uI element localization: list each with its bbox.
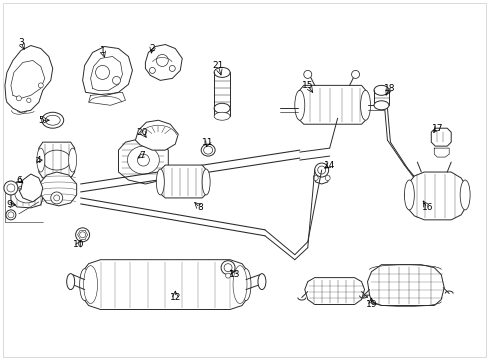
- Polygon shape: [404, 172, 466, 220]
- Text: 1: 1: [100, 46, 105, 55]
- Polygon shape: [158, 165, 208, 198]
- Circle shape: [156, 54, 168, 67]
- Circle shape: [76, 228, 89, 242]
- Text: 13: 13: [229, 270, 240, 279]
- Polygon shape: [304, 278, 364, 305]
- Text: 9: 9: [6, 201, 12, 210]
- Text: 6: 6: [16, 176, 21, 185]
- Ellipse shape: [459, 180, 469, 210]
- Ellipse shape: [66, 274, 75, 289]
- Text: 15: 15: [302, 81, 313, 90]
- Ellipse shape: [68, 148, 77, 172]
- Polygon shape: [135, 120, 178, 150]
- Ellipse shape: [360, 90, 370, 120]
- Circle shape: [6, 210, 16, 220]
- Circle shape: [80, 232, 85, 238]
- Text: 10: 10: [73, 240, 84, 249]
- Circle shape: [351, 71, 359, 78]
- Ellipse shape: [203, 146, 212, 154]
- Circle shape: [225, 273, 230, 278]
- Circle shape: [169, 66, 175, 71]
- Circle shape: [221, 261, 235, 275]
- Polygon shape: [11, 180, 42, 208]
- Polygon shape: [118, 138, 168, 184]
- Polygon shape: [430, 128, 450, 146]
- Polygon shape: [5, 45, 53, 112]
- Text: 7: 7: [139, 150, 145, 159]
- Ellipse shape: [37, 148, 45, 172]
- Polygon shape: [82, 260, 247, 310]
- Text: 3: 3: [18, 38, 24, 47]
- Ellipse shape: [45, 115, 60, 125]
- Circle shape: [112, 76, 120, 84]
- Ellipse shape: [214, 112, 229, 120]
- Polygon shape: [145, 45, 182, 80]
- Text: 2: 2: [149, 44, 155, 53]
- Polygon shape: [367, 265, 443, 306]
- Text: 21: 21: [212, 61, 224, 70]
- Circle shape: [313, 176, 318, 180]
- Ellipse shape: [258, 274, 265, 289]
- Text: 16: 16: [421, 203, 432, 212]
- Circle shape: [303, 71, 311, 78]
- Circle shape: [149, 67, 155, 73]
- Circle shape: [51, 192, 62, 204]
- Ellipse shape: [294, 90, 304, 120]
- Circle shape: [8, 212, 14, 218]
- Ellipse shape: [202, 169, 210, 195]
- Circle shape: [7, 184, 15, 192]
- Circle shape: [17, 96, 21, 101]
- Polygon shape: [19, 174, 42, 202]
- Ellipse shape: [127, 146, 159, 174]
- Text: 4: 4: [36, 156, 41, 165]
- Ellipse shape: [373, 85, 388, 95]
- Polygon shape: [297, 85, 367, 124]
- Ellipse shape: [404, 180, 413, 210]
- Ellipse shape: [80, 269, 89, 301]
- Text: 5: 5: [38, 116, 43, 125]
- Ellipse shape: [241, 269, 250, 301]
- Circle shape: [95, 66, 109, 80]
- Circle shape: [224, 264, 232, 272]
- Ellipse shape: [214, 67, 229, 77]
- Text: 14: 14: [324, 161, 335, 170]
- Ellipse shape: [83, 266, 98, 303]
- Circle shape: [325, 176, 329, 180]
- Text: 8: 8: [197, 203, 203, 212]
- Ellipse shape: [201, 144, 215, 156]
- Ellipse shape: [42, 150, 71, 170]
- Ellipse shape: [156, 169, 164, 195]
- Text: 18: 18: [383, 84, 394, 93]
- Text: 19: 19: [365, 300, 376, 309]
- Circle shape: [38, 83, 43, 88]
- Circle shape: [317, 166, 325, 174]
- Polygon shape: [39, 172, 77, 206]
- Ellipse shape: [15, 185, 39, 203]
- Circle shape: [314, 163, 328, 177]
- Ellipse shape: [41, 112, 63, 128]
- Text: 12: 12: [169, 293, 181, 302]
- Circle shape: [4, 181, 18, 195]
- Text: 20: 20: [137, 128, 148, 137]
- Text: 11: 11: [202, 138, 213, 147]
- Ellipse shape: [373, 101, 388, 110]
- Circle shape: [54, 195, 60, 201]
- Text: 17: 17: [430, 124, 442, 133]
- Circle shape: [137, 154, 149, 166]
- Ellipse shape: [233, 266, 246, 303]
- Circle shape: [26, 98, 31, 103]
- Polygon shape: [82, 46, 132, 95]
- Polygon shape: [39, 142, 75, 178]
- Ellipse shape: [214, 103, 229, 113]
